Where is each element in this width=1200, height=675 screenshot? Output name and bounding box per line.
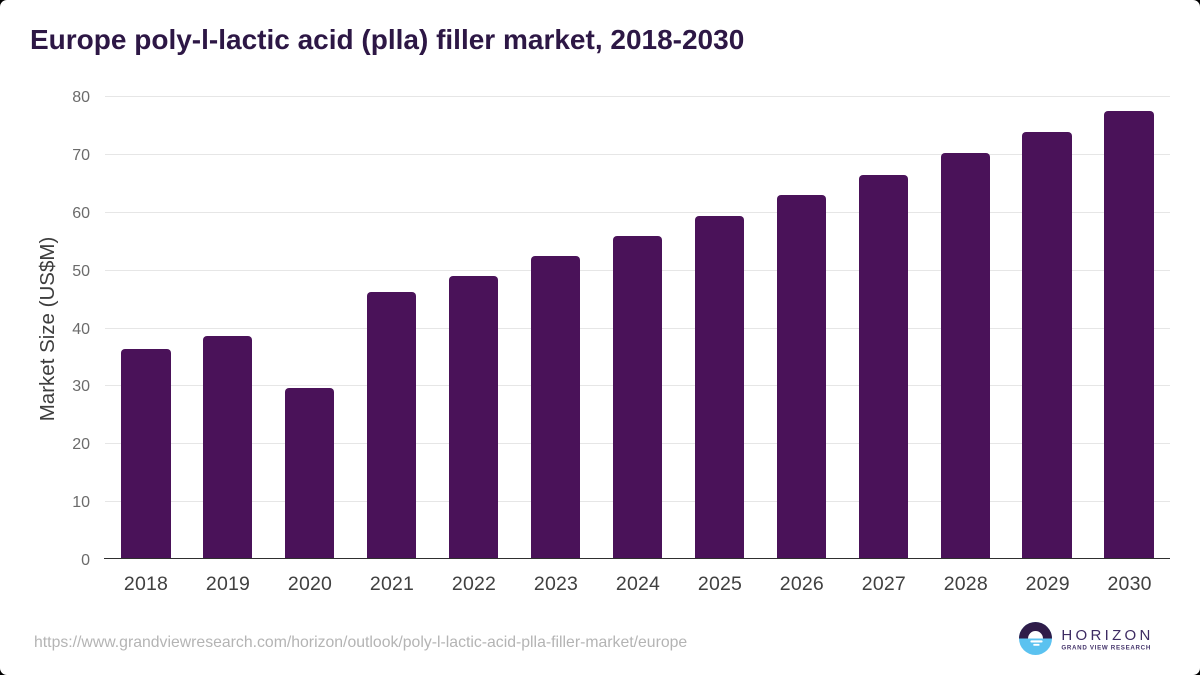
svg-text:HORIZON: HORIZON xyxy=(1061,627,1153,644)
svg-text:GRAND VIEW RESEARCH: GRAND VIEW RESEARCH xyxy=(1061,645,1151,652)
